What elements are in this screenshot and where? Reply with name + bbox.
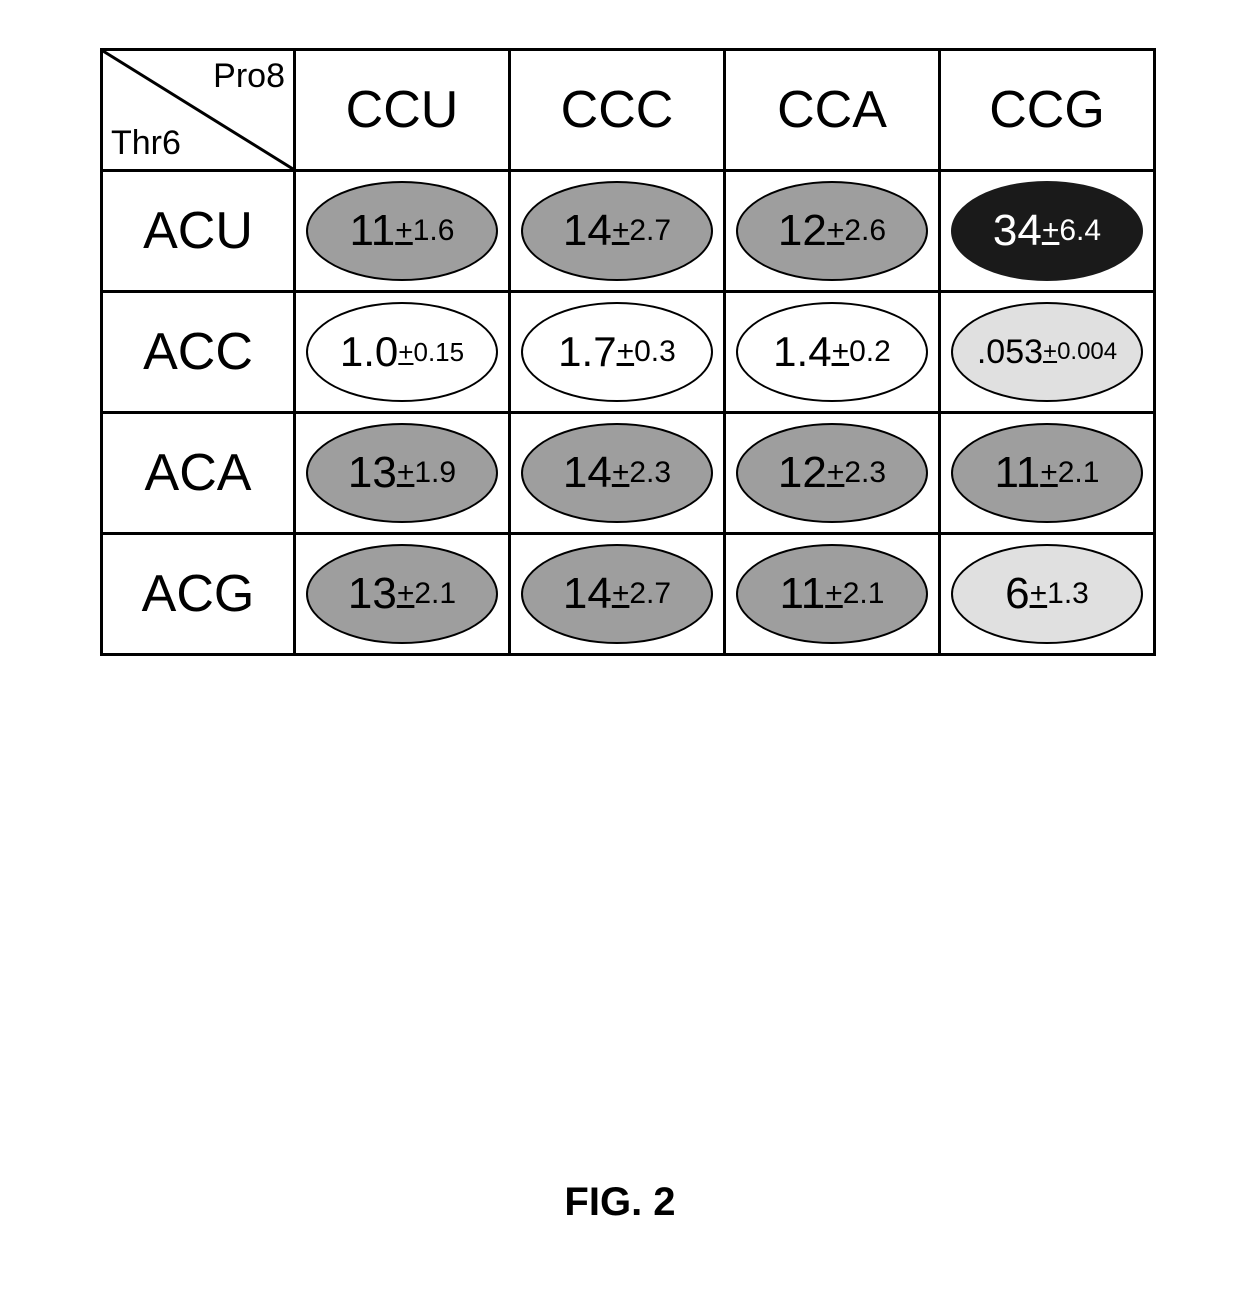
data-cell: 14+2.3 — [510, 413, 725, 534]
value-ellipse: 1.7+0.3 — [521, 302, 713, 402]
value-main: 1.0 — [340, 331, 398, 373]
value-main: 13 — [348, 451, 397, 495]
row-header: ACC — [102, 292, 295, 413]
figure-2: Pro8 Thr6 CCU CCC CCA CCG ACU11+1.614+2.… — [100, 48, 1156, 656]
row-header: ACU — [102, 171, 295, 292]
row-header: ACG — [102, 534, 295, 655]
value-ellipse: 1.0+0.15 — [306, 302, 498, 402]
corner-top-label: Pro8 — [213, 57, 285, 96]
value-main: 14 — [563, 209, 612, 253]
plus-minus-icon: + — [395, 216, 413, 246]
value-main: 14 — [563, 451, 612, 495]
value-error: 0.15 — [413, 339, 464, 365]
value-ellipse: 14+2.3 — [521, 423, 713, 523]
value-main: 34 — [993, 209, 1042, 253]
value-error: 1.9 — [414, 458, 456, 488]
value-ellipse: 12+2.6 — [736, 181, 928, 281]
plus-minus-icon: + — [1043, 340, 1057, 364]
value-main: .053 — [977, 335, 1043, 369]
value-error: 2.7 — [629, 216, 671, 246]
value-error: 0.2 — [849, 337, 891, 367]
plus-minus-icon: + — [612, 458, 630, 488]
value-error: 2.3 — [844, 458, 886, 488]
value-ellipse: 11+2.1 — [951, 423, 1143, 523]
data-cell: 34+6.4 — [940, 171, 1155, 292]
col-header: CCU — [295, 50, 510, 171]
col-header: CCG — [940, 50, 1155, 171]
data-cell: 1.0+0.15 — [295, 292, 510, 413]
value-ellipse: 13+1.9 — [306, 423, 498, 523]
value-ellipse: 13+2.1 — [306, 544, 498, 644]
data-cell: 14+2.7 — [510, 534, 725, 655]
value-main: 1.7 — [558, 331, 616, 373]
value-main: 13 — [348, 572, 397, 616]
plus-minus-icon: + — [1042, 216, 1060, 246]
plus-minus-icon: + — [825, 579, 843, 609]
value-error: 6.4 — [1059, 216, 1101, 246]
value-error: 2.1 — [414, 579, 456, 609]
plus-minus-icon: + — [1030, 579, 1048, 609]
value-error: 1.6 — [413, 216, 455, 246]
col-header: CCC — [510, 50, 725, 171]
value-error: 0.3 — [634, 337, 676, 367]
data-cell: 13+1.9 — [295, 413, 510, 534]
data-cell: 14+2.7 — [510, 171, 725, 292]
value-main: 11 — [780, 572, 826, 616]
value-main: 1.4 — [773, 331, 831, 373]
data-cell: 12+2.6 — [725, 171, 940, 292]
value-ellipse: 6+1.3 — [951, 544, 1143, 644]
value-error: 2.1 — [1058, 458, 1100, 488]
value-main: 12 — [778, 209, 827, 253]
data-cell: 11+2.1 — [940, 413, 1155, 534]
value-error: 2.6 — [844, 216, 886, 246]
data-cell: 1.7+0.3 — [510, 292, 725, 413]
corner-bottom-label: Thr6 — [111, 124, 181, 163]
value-error: 2.1 — [843, 579, 885, 609]
value-main: 12 — [778, 451, 827, 495]
value-error: 2.3 — [629, 458, 671, 488]
data-cell: 6+1.3 — [940, 534, 1155, 655]
plus-minus-icon: + — [612, 579, 630, 609]
plus-minus-icon: + — [397, 458, 415, 488]
value-ellipse: 11+2.1 — [736, 544, 928, 644]
value-error: 2.7 — [629, 579, 671, 609]
plus-minus-icon: + — [832, 337, 850, 367]
plus-minus-icon: + — [397, 579, 415, 609]
plus-minus-icon: + — [612, 216, 630, 246]
data-cell: 11+2.1 — [725, 534, 940, 655]
data-cell: 13+2.1 — [295, 534, 510, 655]
plus-minus-icon: + — [1040, 458, 1058, 488]
value-main: 14 — [563, 572, 612, 616]
value-main: 6 — [1005, 572, 1029, 616]
value-main: 11 — [350, 209, 396, 253]
value-ellipse: 14+2.7 — [521, 181, 713, 281]
value-ellipse: 14+2.7 — [521, 544, 713, 644]
value-main: 11 — [995, 451, 1041, 495]
plus-minus-icon: + — [398, 339, 413, 365]
value-error: 1.3 — [1047, 579, 1089, 609]
codon-table: Pro8 Thr6 CCU CCC CCA CCG ACU11+1.614+2.… — [100, 48, 1156, 656]
value-error: 0.004 — [1057, 340, 1117, 364]
plus-minus-icon: + — [827, 216, 845, 246]
value-ellipse: 12+2.3 — [736, 423, 928, 523]
data-cell: 11+1.6 — [295, 171, 510, 292]
value-ellipse: 11+1.6 — [306, 181, 498, 281]
row-header: ACA — [102, 413, 295, 534]
figure-caption: FIG. 2 — [0, 1180, 1240, 1225]
value-ellipse: 34+6.4 — [951, 181, 1143, 281]
data-cell: .053+0.004 — [940, 292, 1155, 413]
data-cell: 12+2.3 — [725, 413, 940, 534]
plus-minus-icon: + — [617, 337, 635, 367]
col-header: CCA — [725, 50, 940, 171]
value-ellipse: 1.4+0.2 — [736, 302, 928, 402]
value-ellipse: .053+0.004 — [951, 302, 1143, 402]
corner-header: Pro8 Thr6 — [102, 50, 295, 171]
plus-minus-icon: + — [827, 458, 845, 488]
data-cell: 1.4+0.2 — [725, 292, 940, 413]
